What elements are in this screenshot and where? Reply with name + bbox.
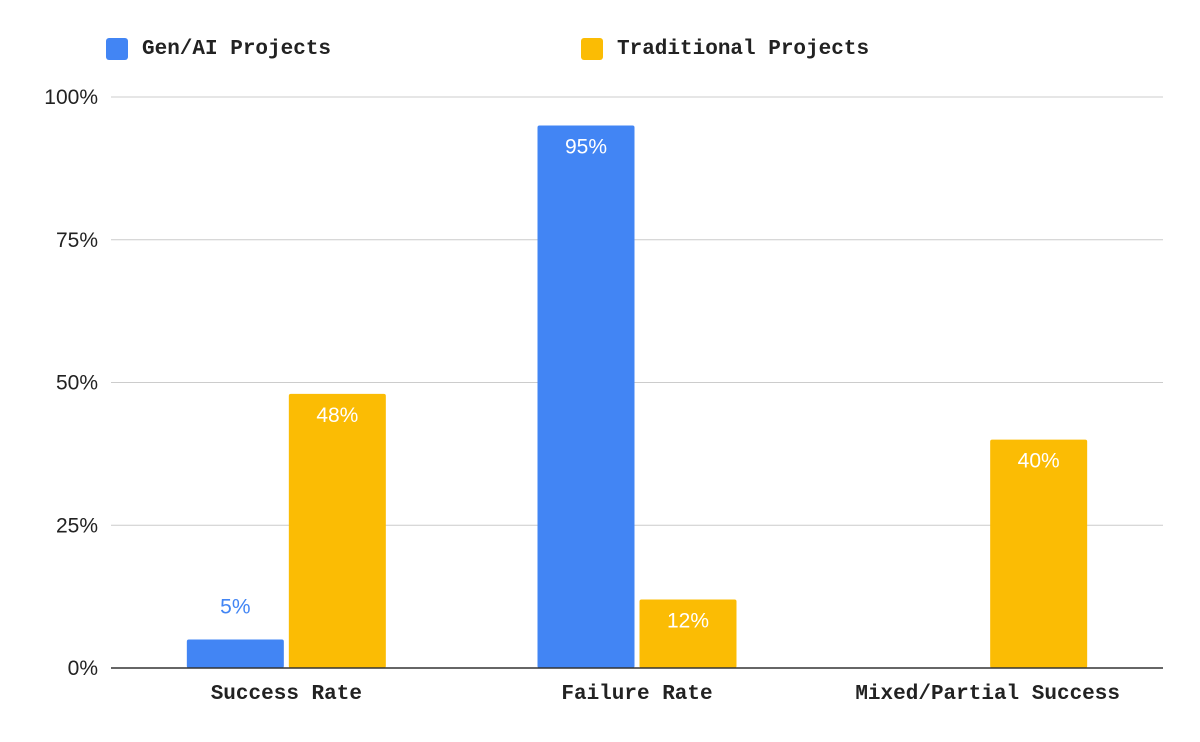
bar-gen-ai-projects-success-rate [186, 639, 284, 668]
x-tick-label-mixed-partial-success: Mixed/Partial Success [855, 683, 1120, 706]
data-label-traditional-projects-success-rate: 48% [316, 404, 358, 427]
legend-item-traditional: Traditional Projects [581, 36, 869, 62]
y-tick-label-0: 0% [68, 657, 98, 680]
bar-traditional-projects-mixed-partial-success [990, 439, 1088, 668]
data-label-gen-ai-projects-failure-rate: 95% [565, 136, 607, 159]
x-tick-label-failure-rate: Failure Rate [561, 683, 712, 706]
x-tick-label-success-rate: Success Rate [211, 683, 362, 706]
legend-label-traditional: Traditional Projects [617, 37, 870, 61]
y-tick-label-50: 50% [56, 372, 98, 395]
bar-traditional-projects-failure-rate [639, 599, 737, 668]
bar-gen-ai-projects-failure-rate [537, 125, 635, 669]
y-tick-label-75: 75% [56, 229, 98, 252]
legend-item-gen-ai: Gen/AI Projects [106, 36, 331, 62]
y-tick-label-100: 100% [44, 86, 98, 109]
bar-traditional-projects-success-rate [288, 393, 386, 668]
legend-swatch-gen-ai [106, 38, 128, 60]
y-tick-label-25: 25% [56, 514, 98, 537]
data-label-traditional-projects-failure-rate: 12% [667, 609, 709, 632]
legend-label-gen-ai: Gen/AI Projects [142, 37, 332, 61]
data-label-gen-ai-projects-success-rate: 5% [220, 595, 250, 618]
legend-swatch-traditional [581, 38, 603, 60]
data-label-traditional-projects-mixed-partial-success: 40% [1018, 450, 1060, 473]
